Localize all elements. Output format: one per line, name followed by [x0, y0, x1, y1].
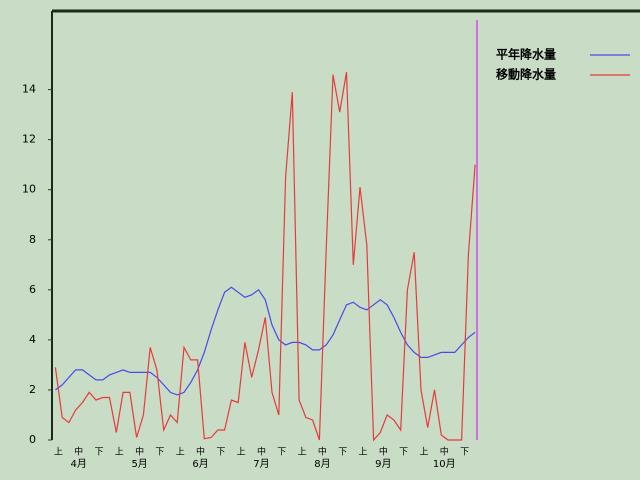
month-label: 6月 [192, 458, 208, 470]
x-tick-label: 下 [155, 448, 164, 458]
x-tick-label: 上 [359, 447, 368, 458]
month-label: 10月 [433, 458, 456, 470]
x-tick-label: 中 [74, 446, 83, 458]
x-tick-label: 下 [94, 448, 103, 458]
x-tick-label: 中 [440, 446, 449, 458]
x-tick-label: 中 [257, 446, 266, 458]
x-tick-label: 中 [196, 446, 205, 458]
legend-label: 移動降水量 [496, 67, 556, 82]
legend-label: 平年降水量 [496, 47, 556, 62]
month-label: 4月 [71, 458, 87, 470]
y-tick-label: 4 [29, 333, 36, 346]
x-tick-label: 上 [237, 447, 246, 458]
x-tick-label: 下 [216, 448, 225, 458]
x-tick-label: 上 [176, 447, 185, 458]
x-tick-label: 上 [115, 447, 124, 458]
x-tick-label: 上 [298, 447, 307, 458]
x-tick-label: 上 [54, 447, 63, 458]
y-tick-label: 12 [22, 133, 36, 146]
x-tick-label: 中 [318, 446, 327, 458]
y-tick-label: 14 [22, 83, 36, 96]
x-tick-label: 中 [379, 446, 388, 458]
y-tick-label: 2 [29, 383, 36, 396]
x-tick-label: 中 [135, 446, 144, 458]
y-tick-label: 6 [29, 283, 36, 296]
x-tick-label: 下 [338, 448, 347, 458]
x-tick-label: 下 [277, 448, 286, 458]
month-label: 9月 [375, 458, 391, 470]
month-label: 5月 [131, 458, 147, 470]
x-tick-label: 下 [460, 448, 469, 458]
y-tick-label: 10 [22, 183, 36, 196]
y-tick-label: 0 [29, 433, 36, 446]
x-tick-label: 下 [399, 448, 408, 458]
series-line [54, 71, 476, 442]
month-label: 8月 [314, 458, 330, 470]
y-tick-label: 8 [29, 233, 36, 246]
month-label: 7月 [253, 458, 269, 470]
x-tick-label: 上 [419, 447, 428, 458]
